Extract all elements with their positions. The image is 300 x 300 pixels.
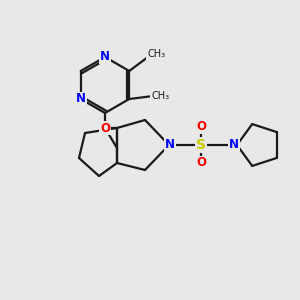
Text: CH₃: CH₃	[151, 91, 169, 101]
Text: O: O	[196, 121, 206, 134]
Text: O: O	[196, 157, 206, 169]
Text: N: N	[165, 139, 175, 152]
Text: CH₃: CH₃	[147, 49, 165, 59]
Text: N: N	[229, 139, 239, 152]
Text: O: O	[100, 122, 110, 134]
Text: N: N	[76, 92, 86, 106]
Text: N: N	[100, 50, 110, 64]
Text: S: S	[196, 138, 206, 152]
